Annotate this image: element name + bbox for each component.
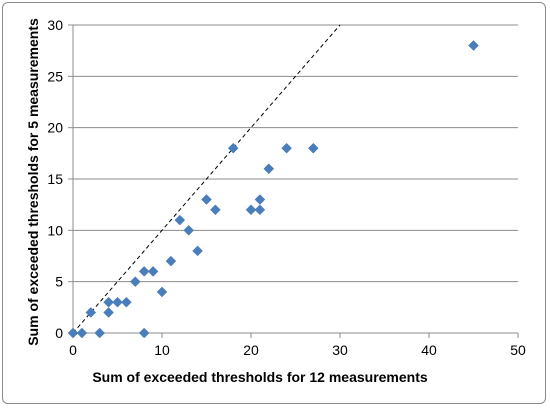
gridlines [73,24,518,283]
data-point [468,40,479,51]
data-point [85,307,97,318]
data-point [121,296,132,308]
data-point [94,327,106,339]
axes [68,24,519,338]
y-tick-label: 25 [47,68,63,84]
data-point [281,142,292,154]
x-tick-label: 0 [69,342,77,358]
data-point [156,286,168,298]
data-point [192,245,203,257]
data-point [165,255,177,267]
x-axis-label: Sum of exceeded thresholds for 12 measur… [92,369,428,385]
y-tick-label: 5 [55,274,63,290]
data-point [112,296,123,308]
data-point [227,142,239,154]
data-point [210,204,221,216]
data-point [76,327,88,339]
x-tick-labels: 0 10 20 30 40 50 [69,342,526,358]
y-tick-labels: 0 5 10 15 20 25 30 [47,17,63,341]
data-point [174,214,186,226]
reference-line [72,24,341,334]
data-point [263,163,275,175]
data-point [201,194,212,205]
data-point [103,307,114,318]
y-tick-label: 15 [47,171,63,187]
data-points [67,40,479,339]
scatter-chart: 0 5 10 15 20 25 30 0 10 20 30 40 50 Sum of exceeded… [25,17,526,385]
data-point [254,194,266,205]
data-point [254,204,266,216]
data-point [307,142,319,154]
y-tick-label: 30 [47,17,63,33]
data-point [129,276,141,288]
y-tick-label: 0 [55,325,63,341]
data-point [183,224,195,236]
x-tick-label: 30 [332,342,348,358]
data-point [103,296,114,308]
data-point [67,327,79,339]
data-point [138,327,150,339]
data-point [245,204,257,216]
x-tick-label: 20 [243,342,259,358]
y-axis-label: Sum of exceeded thresholds for 5 measure… [25,18,41,346]
y-tick-label: 10 [47,222,63,238]
x-tick-label: 40 [421,342,437,358]
chart-frame: 0 5 10 15 20 25 30 0 10 20 30 40 50 Sum of exceeded… [2,2,546,404]
reference-line-group [72,24,341,334]
x-tick-label: 10 [154,342,170,358]
data-point [147,266,159,277]
x-tick-label: 50 [510,342,526,358]
y-tick-label: 20 [47,120,63,136]
data-point [138,266,150,277]
